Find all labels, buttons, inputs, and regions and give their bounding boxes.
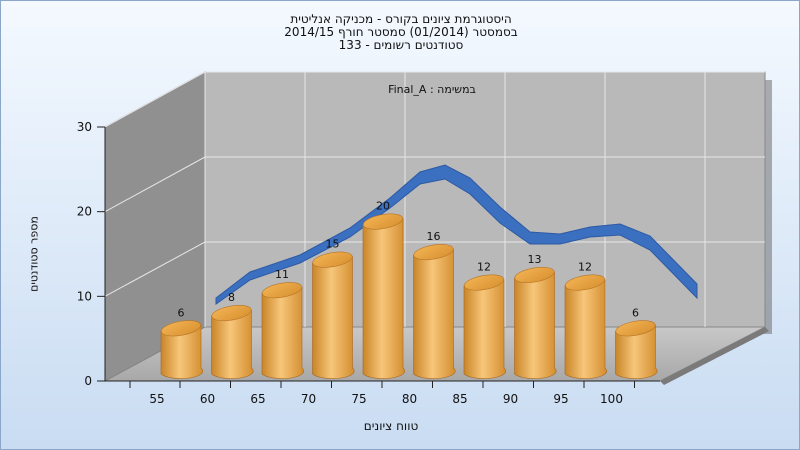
axes: 0 10 20 30 55 60 65 70 75 80 85 90 95 100 [77, 120, 660, 406]
task-label: במשימה : Final_A [388, 83, 476, 96]
bar-body [413, 248, 456, 379]
gridlines [104, 71, 765, 327]
bar [312, 251, 355, 379]
bar-cap [211, 305, 252, 322]
x-tick-label: 100 [600, 392, 623, 406]
bar-value-label: 6 [178, 306, 185, 319]
bar-value-label: 20 [376, 200, 390, 213]
x-tick-label: 60 [200, 392, 215, 406]
bar [261, 282, 305, 379]
gridline-side [104, 156, 206, 213]
bar-value-label: 12 [477, 261, 491, 274]
bar-cap [615, 320, 656, 337]
bar-cap [413, 244, 454, 261]
bar-cap [362, 213, 404, 230]
bar-body [211, 309, 254, 379]
y-tick-label: 20 [77, 205, 92, 219]
x-axis-label: טווח ציונים [363, 419, 419, 433]
bar-cap [261, 282, 303, 299]
gridline-side [104, 241, 206, 297]
y-tick-label: 10 [77, 289, 92, 303]
chart-title: היסטוגרמת ציונים בקורס - מכניקה אנליטית … [1, 13, 800, 52]
bar-cap [564, 274, 606, 291]
bar-body [615, 324, 658, 379]
bar-value-label: 13 [528, 253, 542, 266]
x-tick-label: 90 [503, 392, 518, 406]
floor-edge [660, 327, 769, 385]
bar-cap [514, 266, 555, 283]
bar [211, 305, 254, 379]
bar [564, 274, 608, 379]
bar-body [362, 218, 406, 379]
title-line-1: היסטוגרמת ציונים בקורס - מכניקה אנליטית [290, 12, 512, 26]
bar-cap [312, 251, 353, 268]
title-line-3: סטודנטים רשומים - 133 [338, 38, 464, 52]
bar-value-label: 11 [275, 268, 289, 281]
value-labels: 6 8 11 15 20 16 12 13 12 6 [178, 200, 640, 320]
distribution-curve [215, 164, 698, 305]
bar-value-label: 8 [228, 291, 235, 304]
bar-body [514, 271, 557, 379]
curve-ribbon [215, 164, 698, 305]
title-line-2: בסמסטר (01/2014) סמסטר חורף 2014/15 [284, 25, 518, 39]
bar [362, 213, 406, 379]
bars [160, 213, 658, 379]
x-tick-label: 85 [452, 392, 467, 406]
bar [615, 320, 658, 379]
bar [160, 320, 204, 379]
bar-body [564, 279, 608, 379]
bar-value-label: 12 [578, 261, 592, 274]
bar-value-label: 6 [632, 306, 639, 319]
bar-value-label: 16 [427, 230, 441, 243]
bar-cap [463, 274, 505, 291]
bar-body [463, 279, 507, 379]
x-tick-label: 55 [149, 392, 164, 406]
bar [514, 266, 557, 379]
x-tick-label: 80 [402, 392, 417, 406]
x-tick-label: 75 [351, 392, 366, 406]
bar-value-label: 15 [326, 238, 340, 251]
x-tick-label: 65 [250, 392, 265, 406]
bar-cap [160, 320, 202, 337]
x-tick-label: 95 [553, 392, 568, 406]
bar-body [160, 324, 204, 379]
y-tick-label: 0 [84, 374, 92, 388]
gridline-side [104, 71, 206, 128]
x-tick-label: 70 [301, 392, 316, 406]
bar-body [261, 286, 305, 379]
y-tick-label: 30 [77, 120, 92, 134]
bar [463, 274, 507, 379]
bar [413, 244, 456, 379]
bar-body [312, 256, 355, 379]
